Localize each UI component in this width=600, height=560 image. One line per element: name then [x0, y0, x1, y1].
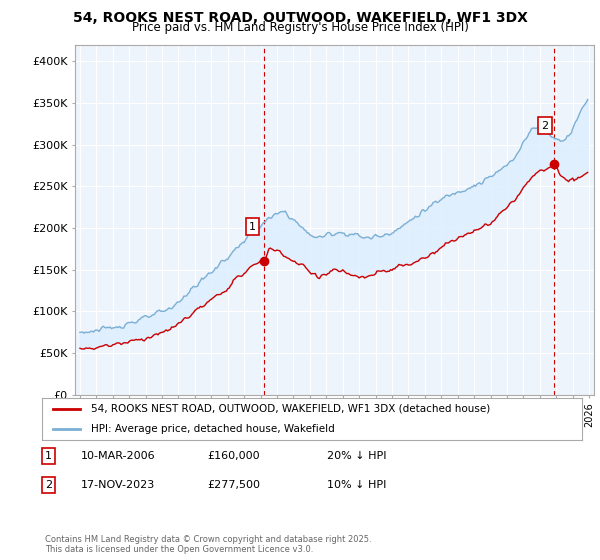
Text: 20% ↓ HPI: 20% ↓ HPI: [327, 451, 386, 461]
Text: 10-MAR-2006: 10-MAR-2006: [81, 451, 155, 461]
Text: 17-NOV-2023: 17-NOV-2023: [81, 480, 155, 490]
Text: 54, ROOKS NEST ROAD, OUTWOOD, WAKEFIELD, WF1 3DX (detached house): 54, ROOKS NEST ROAD, OUTWOOD, WAKEFIELD,…: [91, 404, 490, 414]
Text: 54, ROOKS NEST ROAD, OUTWOOD, WAKEFIELD, WF1 3DX: 54, ROOKS NEST ROAD, OUTWOOD, WAKEFIELD,…: [73, 11, 527, 25]
Text: Contains HM Land Registry data © Crown copyright and database right 2025.
This d: Contains HM Land Registry data © Crown c…: [45, 535, 371, 554]
Text: Price paid vs. HM Land Registry's House Price Index (HPI): Price paid vs. HM Land Registry's House …: [131, 21, 469, 34]
Text: 1: 1: [249, 222, 256, 232]
Text: £277,500: £277,500: [207, 480, 260, 490]
Text: 10% ↓ HPI: 10% ↓ HPI: [327, 480, 386, 490]
Text: 2: 2: [45, 480, 52, 490]
Text: £160,000: £160,000: [207, 451, 260, 461]
Text: HPI: Average price, detached house, Wakefield: HPI: Average price, detached house, Wake…: [91, 424, 334, 434]
Text: 2: 2: [541, 120, 548, 130]
Text: 1: 1: [45, 451, 52, 461]
